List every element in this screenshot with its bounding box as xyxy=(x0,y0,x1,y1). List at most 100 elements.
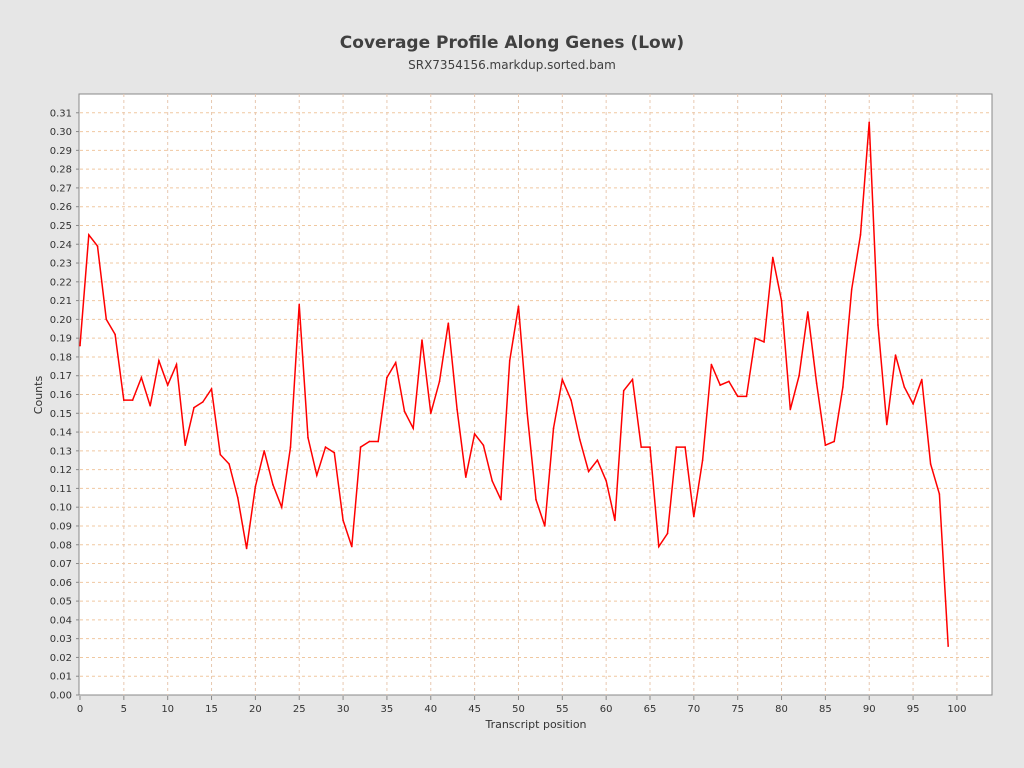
data-point xyxy=(807,311,809,313)
data-point xyxy=(359,446,362,448)
data-point xyxy=(500,498,502,501)
y-tick-label: 0.23 xyxy=(50,259,72,270)
y-tick-label: 0.10 xyxy=(50,503,72,514)
data-point xyxy=(833,440,835,443)
data-point xyxy=(912,403,914,405)
data-point xyxy=(570,399,572,401)
data-point xyxy=(368,440,371,443)
x-tick-label: 20 xyxy=(249,704,262,715)
data-point xyxy=(894,354,897,356)
data-point xyxy=(885,423,888,426)
data-point xyxy=(684,446,686,448)
data-point xyxy=(579,438,581,441)
y-tick-label: 0.25 xyxy=(50,221,72,232)
y-tick-label: 0.06 xyxy=(50,578,72,589)
x-tick-label: 80 xyxy=(775,704,788,715)
data-point xyxy=(482,444,485,447)
data-point xyxy=(657,545,660,548)
x-tick-label: 70 xyxy=(687,704,700,715)
data-point xyxy=(386,376,388,379)
data-point xyxy=(412,427,415,430)
data-point xyxy=(745,395,748,398)
data-point xyxy=(149,404,151,407)
data-point xyxy=(649,446,651,448)
y-tick-label: 0.22 xyxy=(50,277,72,288)
data-point xyxy=(245,547,248,550)
y-tick-label: 0.05 xyxy=(50,597,72,608)
series-line-coverage xyxy=(79,122,949,647)
y-tick-label: 0.28 xyxy=(50,165,72,176)
y-tick-label: 0.13 xyxy=(50,446,72,457)
data-point xyxy=(719,384,721,386)
y-tick-label: 0.12 xyxy=(50,465,72,476)
data-point xyxy=(798,374,800,377)
data-point xyxy=(429,412,432,415)
x-tick-label: 30 xyxy=(337,704,350,715)
x-tick-label: 40 xyxy=(424,704,437,715)
data-point xyxy=(666,532,669,535)
data-point xyxy=(228,463,230,465)
data-point xyxy=(640,446,643,448)
data-point xyxy=(587,470,590,473)
y-tick-label: 0.31 xyxy=(50,108,72,119)
y-tick-label: 0.30 xyxy=(50,127,72,138)
data-point xyxy=(771,256,774,259)
data-point xyxy=(377,440,379,443)
data-point xyxy=(114,333,116,336)
data-point xyxy=(736,395,739,398)
data-point xyxy=(96,245,99,247)
data-point xyxy=(307,436,309,439)
x-tick-label: 60 xyxy=(600,704,613,715)
y-tick-label: 0.27 xyxy=(50,183,72,194)
x-tick-label: 75 xyxy=(731,704,744,715)
gridlines xyxy=(80,94,992,695)
y-tick-label: 0.17 xyxy=(50,371,72,382)
x-axis-label: Transcript position xyxy=(484,718,586,731)
y-tick-label: 0.26 xyxy=(50,202,72,213)
data-point xyxy=(815,382,818,385)
data-point xyxy=(701,459,704,462)
data-point xyxy=(280,506,283,508)
data-point xyxy=(315,474,318,477)
y-tick-label: 0.19 xyxy=(50,334,72,345)
data-point xyxy=(403,410,406,413)
data-point xyxy=(780,299,783,302)
x-tick-label: 25 xyxy=(293,704,306,715)
data-point xyxy=(87,234,90,236)
x-tick-label: 35 xyxy=(381,704,394,715)
data-point xyxy=(614,519,616,522)
data-point xyxy=(693,515,695,518)
data-point xyxy=(859,234,862,236)
data-point xyxy=(324,446,327,448)
data-point xyxy=(342,519,344,522)
data-point xyxy=(289,446,292,448)
data-point xyxy=(140,376,143,379)
data-point xyxy=(184,444,187,447)
data-point xyxy=(394,361,397,364)
data-point xyxy=(789,408,792,411)
data-point xyxy=(193,406,195,409)
data-point xyxy=(421,339,423,341)
series-layer xyxy=(79,121,949,647)
data-point xyxy=(491,480,493,482)
x-tick-label: 45 xyxy=(468,704,481,715)
data-point xyxy=(158,359,160,362)
data-point xyxy=(929,463,932,465)
data-point xyxy=(219,453,222,456)
y-tick-label: 0.07 xyxy=(50,559,72,570)
data-point xyxy=(903,386,906,388)
data-point xyxy=(333,451,336,454)
data-point xyxy=(631,378,634,381)
x-tick-label: 15 xyxy=(205,704,218,715)
data-point xyxy=(272,483,274,486)
data-point xyxy=(877,324,879,326)
y-tick-label: 0.11 xyxy=(50,484,72,495)
x-tick-label: 55 xyxy=(556,704,569,715)
data-point xyxy=(175,363,178,366)
data-point xyxy=(237,496,239,499)
y-tick-label: 0.14 xyxy=(50,428,72,439)
x-tick-label: 95 xyxy=(907,704,920,715)
y-tick-label: 0.04 xyxy=(50,615,72,626)
data-point xyxy=(517,305,520,308)
